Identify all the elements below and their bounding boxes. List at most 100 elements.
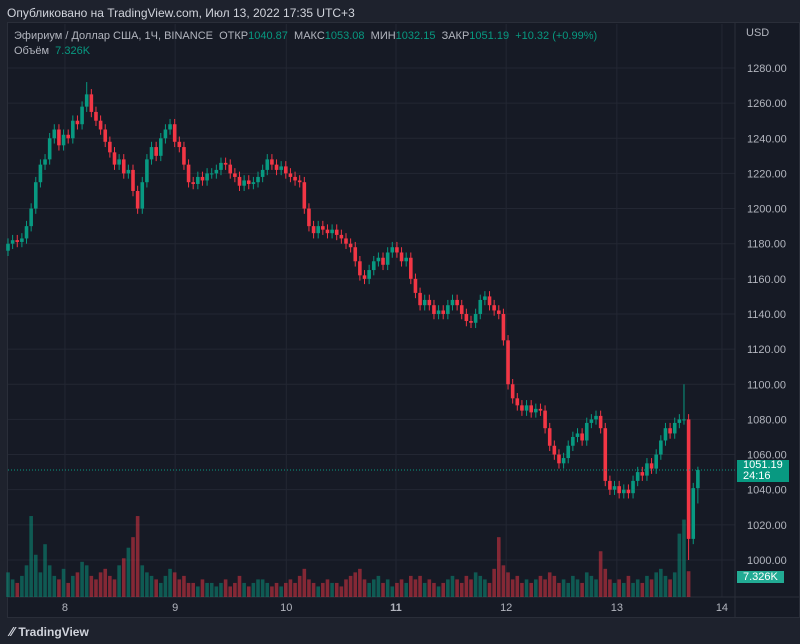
candle-body (108, 141, 112, 153)
volume-bar (256, 579, 260, 597)
volume-bar (177, 579, 182, 597)
logo-text: TradingView (18, 624, 89, 639)
candle-body (547, 428, 552, 446)
open-label: ОТКР (219, 30, 249, 42)
volume-bar (265, 582, 270, 597)
candle-body (20, 238, 24, 242)
candle-body (436, 310, 441, 314)
candle-body (149, 147, 154, 160)
x-tick-label: 10 (280, 602, 292, 614)
volume-bar (242, 582, 246, 597)
candle-body (441, 310, 446, 314)
volume-bar (395, 582, 399, 597)
volume-bar (626, 575, 631, 597)
volume-bar (270, 586, 274, 597)
candle-body (496, 310, 501, 314)
volume-bar (450, 575, 455, 597)
candle-body (325, 229, 330, 234)
volume-bar (311, 582, 316, 597)
volume-bar (334, 582, 339, 597)
candle-body (446, 305, 450, 314)
volume-bar (432, 582, 436, 597)
candle-body (561, 458, 566, 464)
volume-bar (288, 579, 293, 597)
x-tick-label: 9 (172, 602, 178, 614)
volume-bar (52, 575, 57, 597)
candle-body (358, 261, 362, 276)
candle-body (219, 162, 223, 170)
candle-body (57, 129, 61, 146)
y-tick-label: 1200.00 (747, 204, 787, 216)
volume-bar (302, 568, 307, 597)
volume-bar (339, 586, 344, 597)
candle-body (6, 243, 10, 251)
volume-bar (631, 582, 635, 597)
volume-bar (645, 575, 649, 597)
x-tick-label: 12 (500, 602, 512, 614)
candle-body (200, 176, 205, 181)
candle-body (603, 428, 608, 481)
candle-body (478, 299, 483, 314)
candle-body (418, 292, 422, 306)
y-tick-label: 1020.00 (747, 520, 787, 532)
volume-bar (84, 565, 89, 597)
volume-bar (492, 568, 496, 597)
candle-body (677, 419, 682, 423)
volume-bar (571, 575, 575, 597)
candle-body (524, 405, 529, 411)
volume-bar (237, 575, 242, 597)
candle-body (66, 134, 70, 139)
volume-bar (510, 579, 515, 597)
candle-body (381, 257, 385, 265)
candle-body (552, 445, 557, 455)
candle-body (543, 410, 547, 429)
volume-bar (612, 582, 617, 597)
volume-bar (89, 575, 94, 597)
x-tick-label: 11 (390, 602, 402, 614)
candle-body (24, 226, 29, 239)
candle-body (191, 182, 195, 184)
bar-countdown: 24:16 (743, 470, 771, 482)
candle-body (10, 240, 15, 244)
candle-body (15, 240, 20, 242)
volume-bar (422, 582, 427, 597)
volume-bar (594, 579, 598, 597)
low-label: МИН (370, 30, 396, 42)
y-tick-label: 1160.00 (747, 274, 786, 286)
volume-bar (158, 582, 163, 597)
volume-bar (246, 586, 251, 597)
volume-bar (358, 568, 362, 597)
candle-body (94, 111, 98, 121)
candle-body (177, 141, 182, 148)
volume-bar (279, 586, 283, 597)
footer-logo[interactable]: ⁄⁄ TradingView (10, 624, 89, 639)
candle-body (663, 428, 668, 441)
volume-bar (404, 582, 408, 597)
volume-bar (6, 572, 10, 597)
y-tick-label: 1280.00 (747, 63, 787, 75)
volume-bar (297, 575, 302, 597)
volume-bar (117, 565, 121, 597)
volume-bar (10, 579, 15, 597)
candle-body (140, 182, 145, 209)
volume-bar (640, 582, 645, 597)
candle-body (344, 238, 348, 244)
candle-body (584, 422, 589, 441)
volume-bar (71, 575, 75, 597)
candle-body (566, 445, 571, 459)
candle-body (302, 182, 307, 209)
volume-bar (353, 572, 358, 597)
candle-body (580, 433, 584, 441)
candle-body (469, 321, 473, 323)
volume-bar (547, 572, 552, 597)
volume-bar (617, 579, 621, 597)
volume-bar (307, 579, 311, 597)
candle-body (154, 147, 158, 156)
candle-body (473, 313, 478, 323)
candle-body (163, 129, 168, 139)
symbol-title[interactable]: Эфириум / Доллар США, 1Ч, BINANCE (14, 30, 213, 42)
y-tick-label: 1060.00 (747, 450, 787, 462)
volume-bar (381, 582, 385, 597)
candle-body (145, 159, 149, 183)
